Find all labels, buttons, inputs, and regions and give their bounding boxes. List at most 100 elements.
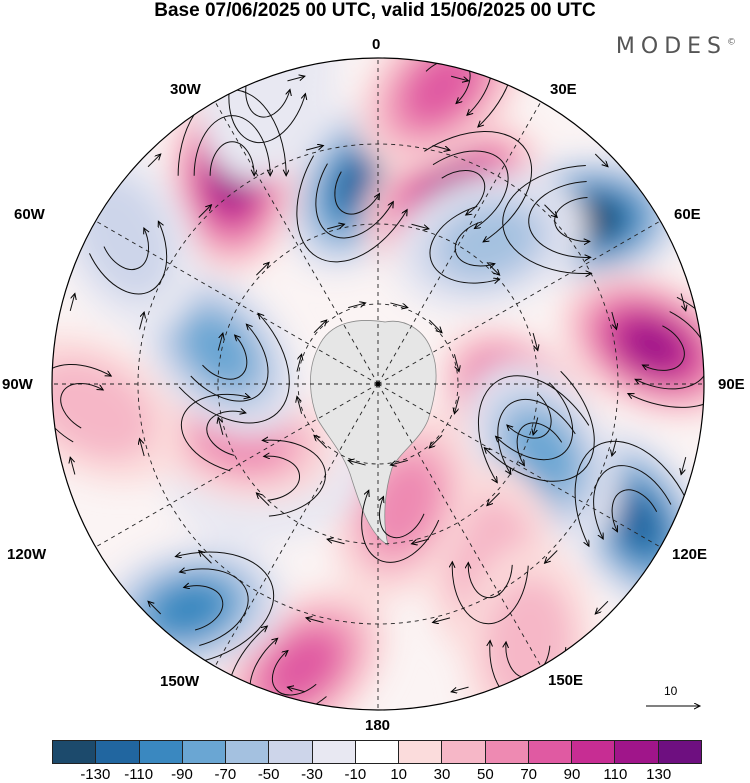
streamline [502, 164, 592, 277]
streamline [441, 170, 486, 215]
brand-mark: © [727, 37, 736, 48]
colorbar-tick-label: 50 [476, 766, 494, 783]
lon-label-60w: 60W [14, 206, 45, 223]
colorbar-swatch [226, 741, 270, 763]
colorbar-tick-label: -110 [124, 766, 154, 783]
streamline [432, 150, 509, 228]
streamline [497, 398, 576, 474]
flow-arrow [680, 293, 686, 310]
flow-arrow [348, 460, 366, 466]
streamline [296, 155, 408, 263]
colorbar-swatch [269, 741, 313, 763]
flow-arrow [487, 492, 500, 506]
meridian-line [95, 220, 379, 385]
streamline [103, 228, 158, 270]
flow-arrow [411, 538, 430, 544]
streamline [184, 579, 224, 631]
lon-label-90e: 90E [718, 376, 745, 393]
flow-arrow [287, 76, 304, 82]
streamline [206, 404, 246, 456]
streamline [424, 130, 533, 241]
colorbar-swatch [615, 741, 659, 763]
streamline [245, 77, 290, 118]
streamline [642, 325, 685, 371]
streamline [628, 296, 704, 408]
flow-arrow [217, 333, 223, 351]
flow-arrow [198, 205, 212, 218]
meridian-line [95, 383, 379, 548]
colorbar-tick-label: 10 [390, 766, 407, 783]
streamline [574, 440, 686, 547]
streamline [403, 58, 515, 127]
colorbar-tick-label: -10 [344, 766, 367, 783]
flow-arrow [256, 493, 270, 506]
lon-label-150e: 150E [548, 672, 584, 689]
meridian-line [377, 220, 661, 385]
map-title: Base 07/06/2025 00 UTC, valid 15/06/2025… [154, 0, 596, 21]
colorbar-tick-label: 90 [563, 766, 581, 783]
colorbar-swatch [139, 741, 183, 763]
flow-arrow [454, 396, 460, 413]
flow-arrow [297, 396, 303, 414]
flow-arrow [532, 332, 538, 350]
flow-arrow [256, 262, 269, 276]
flow-arrow [432, 145, 450, 151]
flow-arrow [486, 262, 500, 275]
meridian-line [377, 383, 542, 667]
streamline [477, 375, 590, 483]
flow-arrow [390, 459, 408, 465]
lon-label-90w: 90W [2, 376, 33, 393]
flow-arrow [612, 438, 617, 456]
streamline [89, 221, 168, 295]
reference-vector-label: 10 [664, 684, 678, 698]
flow-arrow [611, 311, 617, 329]
flow-arrow [545, 550, 558, 564]
flow-arrow [533, 417, 539, 434]
colorbar-tick-label: -70 [214, 766, 237, 783]
streamline [361, 490, 440, 563]
streamline [414, 58, 493, 116]
colorbar-swatch [182, 741, 227, 763]
flow-arrow [348, 303, 365, 309]
streamline [429, 205, 500, 296]
flow-arrow [327, 539, 345, 545]
anomaly-contour [439, 207, 538, 279]
anomaly-contour [612, 491, 662, 552]
streamline [554, 196, 590, 243]
colorbar-swatch [53, 741, 97, 763]
anomaly-contour [154, 583, 225, 635]
meridian-line [377, 101, 542, 385]
colorbar-tick-label: 130 [646, 766, 672, 783]
flow-arrow [70, 457, 76, 475]
colorbar-swatch [96, 741, 140, 763]
lon-label-150w: 150W [160, 673, 200, 690]
streamline [209, 141, 254, 176]
colorbar-tick-label: -90 [171, 766, 193, 783]
flow-arrow [296, 354, 302, 372]
streamline [528, 180, 591, 260]
streamline [467, 563, 513, 599]
lon-label-30w: 30W [170, 81, 201, 98]
lon-label-0: 0 [372, 36, 381, 53]
flow-arrow [451, 75, 468, 81]
meridian-line [214, 383, 379, 667]
streamline [370, 497, 425, 539]
lon-label-30e: 30E [550, 81, 577, 98]
colorbar-ticks: -130 -110 -90 -70 -50 -30 -10 10 30 50 70 90 110 130 [52, 766, 702, 783]
south-pole-marker [375, 381, 381, 387]
flow-arrow [544, 204, 558, 218]
flow-arrow [148, 601, 162, 615]
streamline [202, 335, 248, 380]
modes-logo: MODES© [616, 34, 736, 59]
streamline [449, 562, 529, 625]
streamlines [52, 58, 704, 710]
lon-label-180: 180 [365, 717, 391, 734]
streamline [60, 382, 103, 429]
colorbar [52, 740, 702, 764]
anomaly-contour [405, 58, 477, 123]
streamline [262, 435, 326, 517]
antarctica-landmass [310, 320, 437, 546]
streamline [193, 115, 270, 176]
flow-arrow [326, 224, 344, 230]
